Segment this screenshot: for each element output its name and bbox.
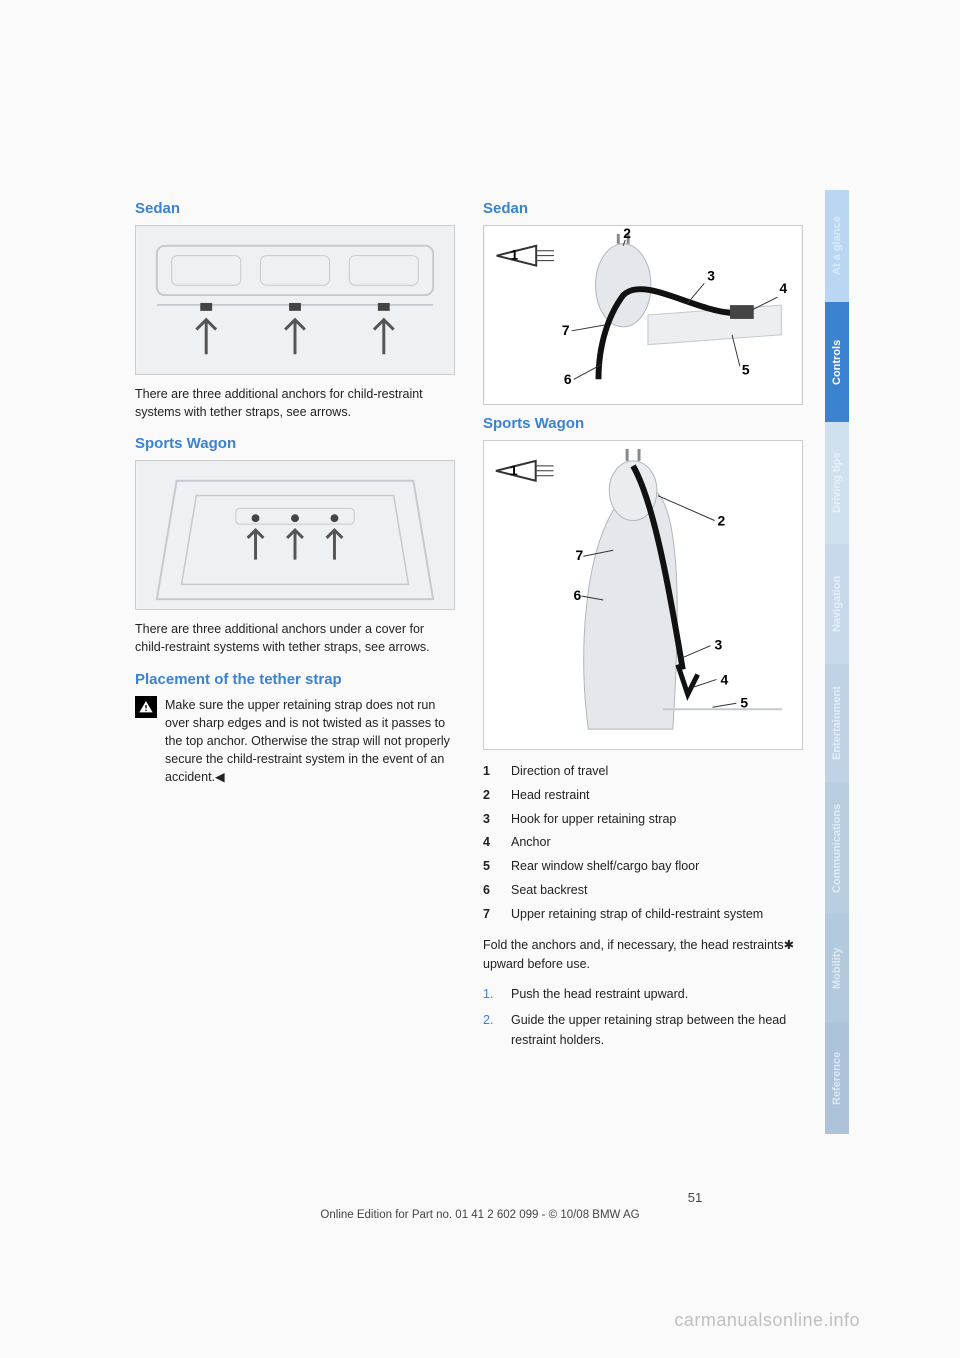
legend-item: 1Direction of travel [483, 760, 803, 784]
tab-communications[interactable]: Communications [825, 782, 849, 914]
legend-item: 2Head restraint [483, 784, 803, 808]
step-item: 2.Guide the upper retaining strap betwee… [483, 1010, 803, 1050]
svg-text:3: 3 [715, 637, 723, 653]
figure-sedan-anchors [135, 225, 455, 375]
warning-icon [135, 696, 157, 718]
svg-text:7: 7 [562, 322, 570, 338]
heading-placement: Placement of the tether strap [135, 671, 455, 688]
svg-text:5: 5 [742, 361, 750, 377]
text-fold-anchors: Fold the anchors and, if necessary, the … [483, 936, 803, 974]
tab-entertainment[interactable]: Entertainment [825, 664, 849, 782]
svg-text:2: 2 [623, 226, 631, 241]
tab-controls[interactable]: Controls [825, 302, 849, 422]
svg-text:1: 1 [510, 247, 518, 263]
left-column: Sedan There are three additional anchors [135, 200, 455, 1056]
step-item: 1.Push the head restraint upward. [483, 984, 803, 1004]
svg-text:2: 2 [718, 512, 726, 528]
svg-text:5: 5 [740, 694, 748, 710]
svg-text:4: 4 [720, 671, 728, 687]
watermark: carmanualsonline.info [674, 1310, 860, 1331]
svg-text:1: 1 [510, 462, 518, 478]
heading-sedan-right: Sedan [483, 200, 803, 217]
text-wagon-anchors: There are three additional anchors under… [135, 620, 455, 656]
warning-text: Make sure the upper retaining strap does… [165, 696, 455, 787]
svg-text:6: 6 [573, 587, 581, 603]
page-content: Sedan There are three additional anchors [135, 200, 835, 1056]
svg-text:3: 3 [707, 267, 715, 283]
tab-driving-tips[interactable]: Driving tips [825, 422, 849, 544]
warning-block: Make sure the upper retaining strap does… [135, 696, 455, 787]
svg-text:7: 7 [575, 547, 583, 563]
page-footer: 51 Online Edition for Part no. 01 41 2 6… [0, 1190, 960, 1221]
figure-wagon-strap: 1 2 7 6 3 4 5 [483, 440, 803, 750]
tab-mobility[interactable]: Mobility [825, 914, 849, 1022]
tab-at-a-glance[interactable]: At a glance [825, 190, 849, 302]
legend-item: 4Anchor [483, 831, 803, 855]
tab-navigation[interactable]: Navigation [825, 544, 849, 664]
heading-wagon-left: Sports Wagon [135, 435, 455, 452]
steps-list: 1.Push the head restraint upward. 2.Guid… [483, 984, 803, 1050]
svg-text:4: 4 [779, 280, 787, 296]
figure-sedan-strap: 1 2 3 4 5 6 7 [483, 225, 803, 405]
legend-list: 1Direction of travel 2Head restraint 3Ho… [483, 760, 803, 926]
svg-text:6: 6 [564, 371, 572, 387]
tab-reference[interactable]: Reference [825, 1022, 849, 1134]
heading-wagon-right: Sports Wagon [483, 415, 803, 432]
legend-item: 5Rear window shelf/cargo bay floor [483, 855, 803, 879]
right-column: Sedan 1 2 [483, 200, 803, 1056]
legend-item: 7Upper retaining strap of child-restrain… [483, 903, 803, 927]
heading-sedan-left: Sedan [135, 200, 455, 217]
figure-wagon-anchors [135, 460, 455, 610]
page-number: 51 [0, 1190, 960, 1205]
legend-item: 3Hook for upper retaining strap [483, 808, 803, 832]
side-tabs: At a glance Controls Driving tips Naviga… [825, 190, 855, 1134]
legend-item: 6Seat backrest [483, 879, 803, 903]
footer-line: Online Edition for Part no. 01 41 2 602 … [320, 1209, 639, 1221]
text-sedan-anchors: There are three additional anchors for c… [135, 385, 455, 421]
